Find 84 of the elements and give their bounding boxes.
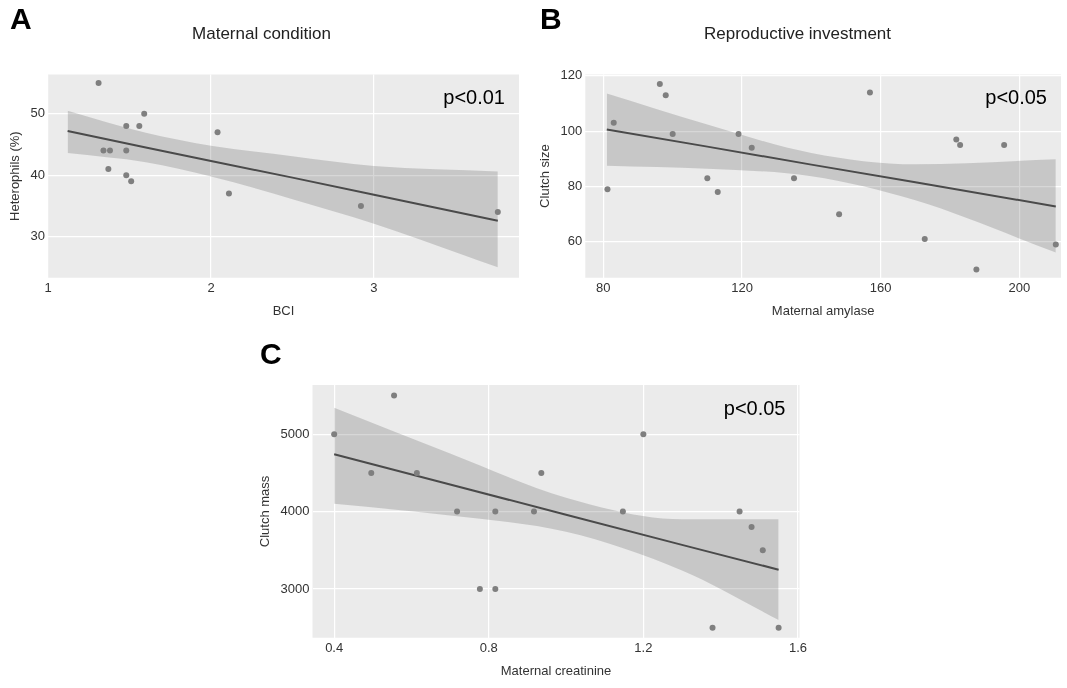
point bbox=[106, 147, 113, 154]
text: A bbox=[10, 2, 32, 36]
point bbox=[735, 130, 742, 137]
point bbox=[128, 178, 135, 185]
point bbox=[921, 236, 928, 243]
y-axis-title: Clutch size bbox=[537, 144, 553, 208]
point bbox=[748, 524, 755, 531]
point bbox=[123, 123, 130, 130]
point bbox=[476, 586, 483, 593]
chart-title: Reproductive investment bbox=[703, 23, 892, 43]
point bbox=[413, 469, 420, 476]
point bbox=[331, 431, 338, 438]
annotation: p<0.01 bbox=[443, 85, 505, 108]
point bbox=[775, 624, 782, 631]
point bbox=[225, 190, 232, 197]
point bbox=[619, 508, 626, 515]
text: C bbox=[260, 337, 282, 371]
y-tick-label: 80 bbox=[567, 178, 583, 194]
point bbox=[141, 110, 148, 117]
annotation: p<0.05 bbox=[985, 85, 1047, 108]
x-tick-label: 0.4 bbox=[325, 640, 344, 656]
y-tick-label: 30 bbox=[30, 228, 46, 244]
point bbox=[492, 586, 499, 593]
point bbox=[953, 136, 960, 143]
y-tick-label: 60 bbox=[567, 233, 583, 249]
x-tick-label: 80 bbox=[596, 280, 611, 296]
point bbox=[709, 624, 716, 631]
x-tick-label: 120 bbox=[731, 280, 753, 296]
y-tick-label: 50 bbox=[30, 105, 46, 121]
point bbox=[704, 175, 711, 182]
point bbox=[759, 547, 766, 554]
point bbox=[748, 144, 755, 151]
point bbox=[604, 186, 611, 193]
point bbox=[105, 166, 112, 173]
x-tick-label: 200 bbox=[1008, 280, 1031, 296]
point bbox=[136, 123, 143, 130]
point bbox=[538, 469, 545, 476]
point bbox=[714, 189, 721, 196]
y-tick-label: 120 bbox=[560, 67, 583, 83]
point bbox=[357, 202, 364, 209]
point bbox=[494, 209, 501, 216]
x-axis-title: Maternal creatinine bbox=[500, 662, 612, 678]
point bbox=[669, 130, 676, 137]
point bbox=[368, 469, 375, 476]
point bbox=[662, 92, 669, 99]
point bbox=[791, 175, 798, 182]
y-tick-label: 5000 bbox=[280, 425, 310, 441]
point bbox=[1052, 241, 1059, 248]
x-axis-title: Maternal amylase bbox=[771, 302, 875, 318]
point bbox=[123, 172, 130, 179]
y-axis-title: Clutch mass bbox=[257, 475, 273, 548]
x-tick-label: 0.8 bbox=[479, 640, 498, 656]
point bbox=[973, 266, 980, 273]
x-tick-label: 1.2 bbox=[634, 640, 653, 656]
point bbox=[640, 431, 647, 438]
point bbox=[492, 508, 499, 515]
y-tick-label: 4000 bbox=[280, 503, 310, 519]
x-tick-label: 2 bbox=[207, 280, 215, 296]
point bbox=[214, 129, 221, 136]
point bbox=[454, 508, 461, 515]
y-tick-label: 3000 bbox=[280, 580, 310, 596]
point bbox=[610, 119, 617, 126]
y-axis-title: Heterophils (%) bbox=[7, 131, 23, 221]
point bbox=[836, 211, 843, 218]
chart-title: Maternal condition bbox=[192, 23, 331, 43]
x-axis-title: BCI bbox=[272, 302, 295, 318]
x-tick-label: 1 bbox=[44, 280, 52, 296]
point bbox=[95, 80, 102, 86]
point bbox=[1001, 141, 1008, 148]
point bbox=[736, 508, 743, 515]
x-tick-label: 1.6 bbox=[788, 640, 807, 656]
y-tick-label: 100 bbox=[560, 122, 583, 138]
x-tick-label: 160 bbox=[869, 280, 892, 296]
point bbox=[530, 508, 537, 515]
point bbox=[391, 392, 398, 399]
annotation: p<0.05 bbox=[723, 396, 786, 419]
point bbox=[866, 89, 873, 96]
point bbox=[656, 81, 663, 88]
y-tick-label: 40 bbox=[30, 166, 46, 182]
text: B bbox=[540, 2, 562, 36]
point bbox=[100, 147, 107, 154]
point bbox=[957, 141, 964, 148]
x-tick-label: 3 bbox=[370, 280, 378, 296]
point bbox=[123, 147, 130, 154]
